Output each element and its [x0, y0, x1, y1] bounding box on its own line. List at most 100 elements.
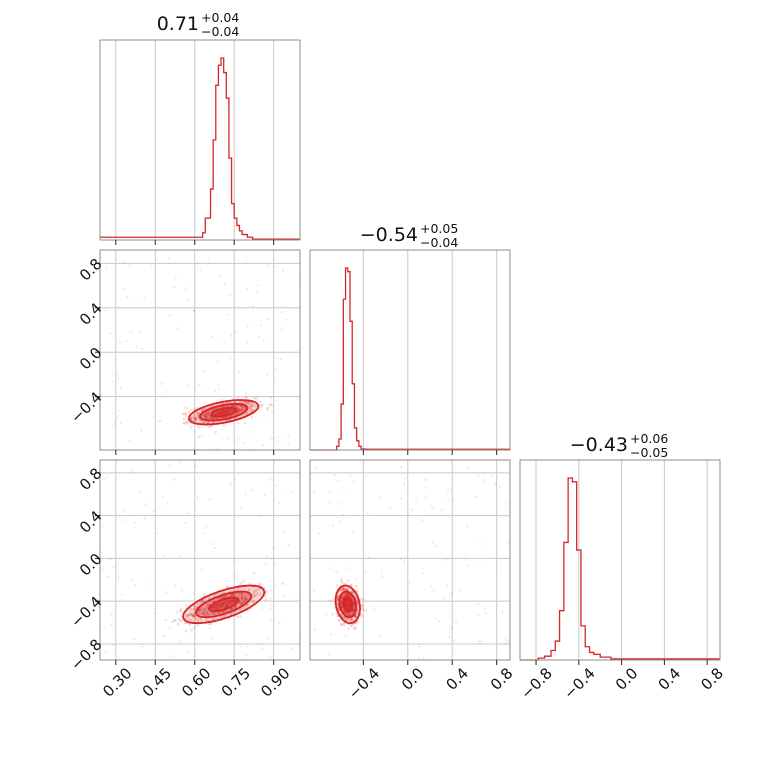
sample-point	[194, 416, 197, 420]
sample-point	[240, 408, 244, 412]
sample-point	[258, 587, 261, 591]
sample-point	[349, 618, 352, 622]
sample-point	[221, 610, 225, 614]
sample-point-outlier	[271, 558, 274, 561]
sample-point-outlier	[233, 559, 236, 562]
sample-point	[259, 593, 262, 596]
sample-point	[209, 622, 213, 626]
sample-point-outlier	[102, 524, 105, 527]
sample-point	[254, 588, 258, 592]
sample-point	[193, 417, 197, 421]
sample-point-outlier	[275, 399, 278, 403]
sample-point	[341, 596, 345, 600]
sample-point	[338, 589, 342, 592]
sample-point	[233, 404, 237, 407]
sample-point	[203, 610, 206, 614]
sample-point-outlier	[260, 607, 264, 610]
sample-point	[201, 599, 205, 603]
sample-point	[349, 594, 352, 598]
sample-point	[200, 608, 203, 612]
sample-point	[190, 619, 193, 622]
sample-point-outlier	[183, 407, 187, 410]
sample-point	[233, 405, 236, 408]
sample-point	[242, 405, 245, 408]
contour-level-3	[342, 596, 354, 613]
sample-point	[340, 596, 344, 599]
sample-point-outlier	[450, 626, 454, 629]
sample-point-outlier	[477, 614, 480, 617]
sample-point-outlier	[186, 511, 189, 515]
sample-point	[346, 593, 349, 597]
histogram-param-2	[310, 267, 510, 451]
sample-point-outlier	[422, 567, 425, 570]
sample-point	[258, 582, 262, 585]
sample-point	[177, 623, 180, 626]
sample-point	[247, 588, 251, 591]
sample-point	[202, 613, 206, 617]
sample-point	[250, 403, 254, 407]
sample-point	[240, 593, 243, 597]
sample-point-outlier	[246, 325, 249, 329]
sample-point-outlier	[128, 330, 132, 333]
sample-point	[192, 608, 195, 611]
sample-point	[258, 403, 262, 407]
sample-point	[259, 400, 263, 404]
sample-point	[241, 407, 244, 411]
sample-point-outlier	[196, 496, 199, 499]
sample-point	[238, 404, 242, 408]
sample-point-outlier	[364, 570, 367, 574]
sample-point-outlier	[287, 489, 290, 492]
sample-point-outlier	[270, 436, 273, 440]
sample-point-outlier	[203, 369, 206, 373]
sample-point-outlier	[372, 607, 376, 610]
sample-point-outlier	[389, 507, 392, 510]
sample-point-outlier	[445, 584, 448, 587]
sample-point	[354, 615, 358, 618]
sample-point	[240, 602, 244, 605]
sample-point	[342, 624, 346, 627]
sample-point	[350, 611, 354, 614]
sample-point-outlier	[418, 656, 421, 659]
sample-point	[186, 421, 189, 425]
sample-point	[249, 401, 253, 405]
sample-point	[208, 412, 211, 415]
sample-point	[349, 584, 353, 587]
sample-point-outlier	[278, 621, 281, 625]
sample-point	[216, 417, 219, 420]
sample-point	[198, 602, 202, 606]
sample-point	[204, 618, 208, 622]
sample-point	[244, 593, 247, 597]
sample-point-outlier	[335, 571, 338, 574]
sample-point-outlier	[287, 543, 290, 547]
sample-point-outlier	[134, 521, 137, 524]
sample-point	[240, 408, 244, 412]
sample-point-outlier	[494, 483, 497, 486]
sample-point	[193, 417, 197, 421]
sample-point	[196, 412, 200, 416]
sample-point-outlier	[195, 624, 199, 627]
sample-point-outlier	[449, 487, 453, 490]
sample-point	[203, 407, 207, 410]
sample-point	[238, 408, 242, 412]
sample-point-outlier	[226, 294, 229, 297]
sample-point-outlier	[140, 347, 143, 350]
panel-frames-layer	[99, 39, 721, 661]
sample-point-outlier	[281, 269, 285, 272]
sample-point	[197, 417, 201, 421]
sample-point	[356, 610, 359, 614]
sample-point	[222, 424, 226, 427]
sample-point	[347, 594, 351, 597]
sample-point-outlier	[242, 441, 246, 444]
sample-point-outlier	[245, 645, 249, 648]
sample-point-outlier	[113, 423, 116, 426]
sample-point-outlier	[272, 595, 275, 599]
sample-point	[206, 412, 210, 416]
sample-point-outlier	[185, 286, 188, 290]
sample-point-outlier	[267, 264, 270, 267]
sample-point	[246, 593, 250, 596]
sample-point	[261, 403, 264, 407]
sample-point	[351, 609, 355, 612]
sample-point	[329, 600, 333, 603]
sample-point	[258, 583, 261, 587]
sample-point	[206, 410, 210, 414]
